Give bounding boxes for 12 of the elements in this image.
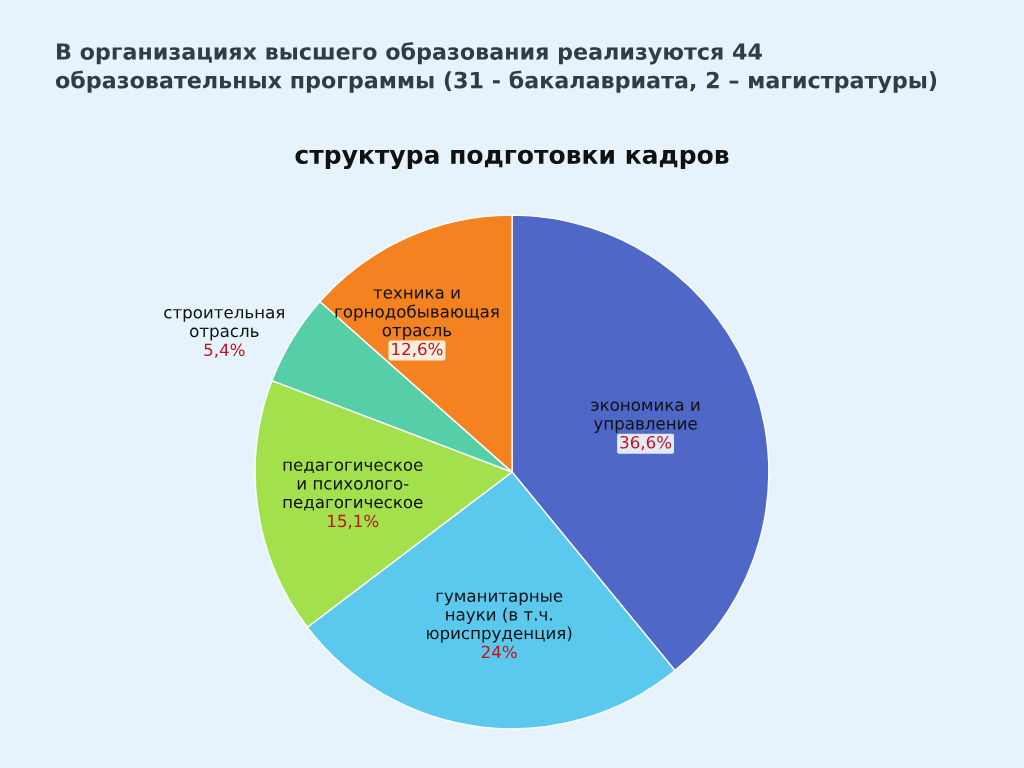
data-label: 5,4% [204, 343, 245, 358]
slice-label: педагогическое и психолого- педагогическое [283, 461, 423, 511]
slice-label: экономика и управление [591, 401, 700, 433]
data-label: 12,6% [392, 342, 443, 358]
chart-title: В организациях высшего образования реализуются 44 образовательных программы (31 - бакалавриата, 2 – магистратуры) [55, 42, 937, 93]
data-label: 15,1% [328, 514, 379, 529]
slice-label: строительная отрасль [164, 308, 284, 341]
data-label: 36,6% [620, 435, 672, 451]
slice-label: техника и горнодобывающая отрасль [335, 289, 499, 340]
slice-label: гуманитарные науки (в т.ч. юриспруденция) [427, 592, 572, 643]
data-label: 24% [481, 645, 517, 659]
chart-subtitle: структура подготовки кадров [295, 149, 729, 170]
